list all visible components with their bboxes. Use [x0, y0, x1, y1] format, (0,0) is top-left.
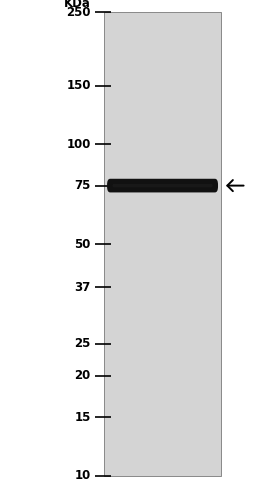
Text: 100: 100	[67, 138, 91, 151]
Text: 150: 150	[66, 79, 91, 92]
Text: 250: 250	[66, 6, 91, 19]
Text: 15: 15	[75, 411, 91, 424]
Text: 25: 25	[75, 337, 91, 350]
Text: 50: 50	[75, 238, 91, 250]
FancyBboxPatch shape	[107, 179, 218, 192]
Bar	[104, 12, 221, 476]
Text: KDa: KDa	[64, 0, 91, 10]
Text: 75: 75	[75, 179, 91, 192]
FancyBboxPatch shape	[112, 184, 213, 187]
Text: 20: 20	[75, 369, 91, 383]
Text: 37: 37	[75, 281, 91, 294]
Text: 10: 10	[75, 469, 91, 482]
